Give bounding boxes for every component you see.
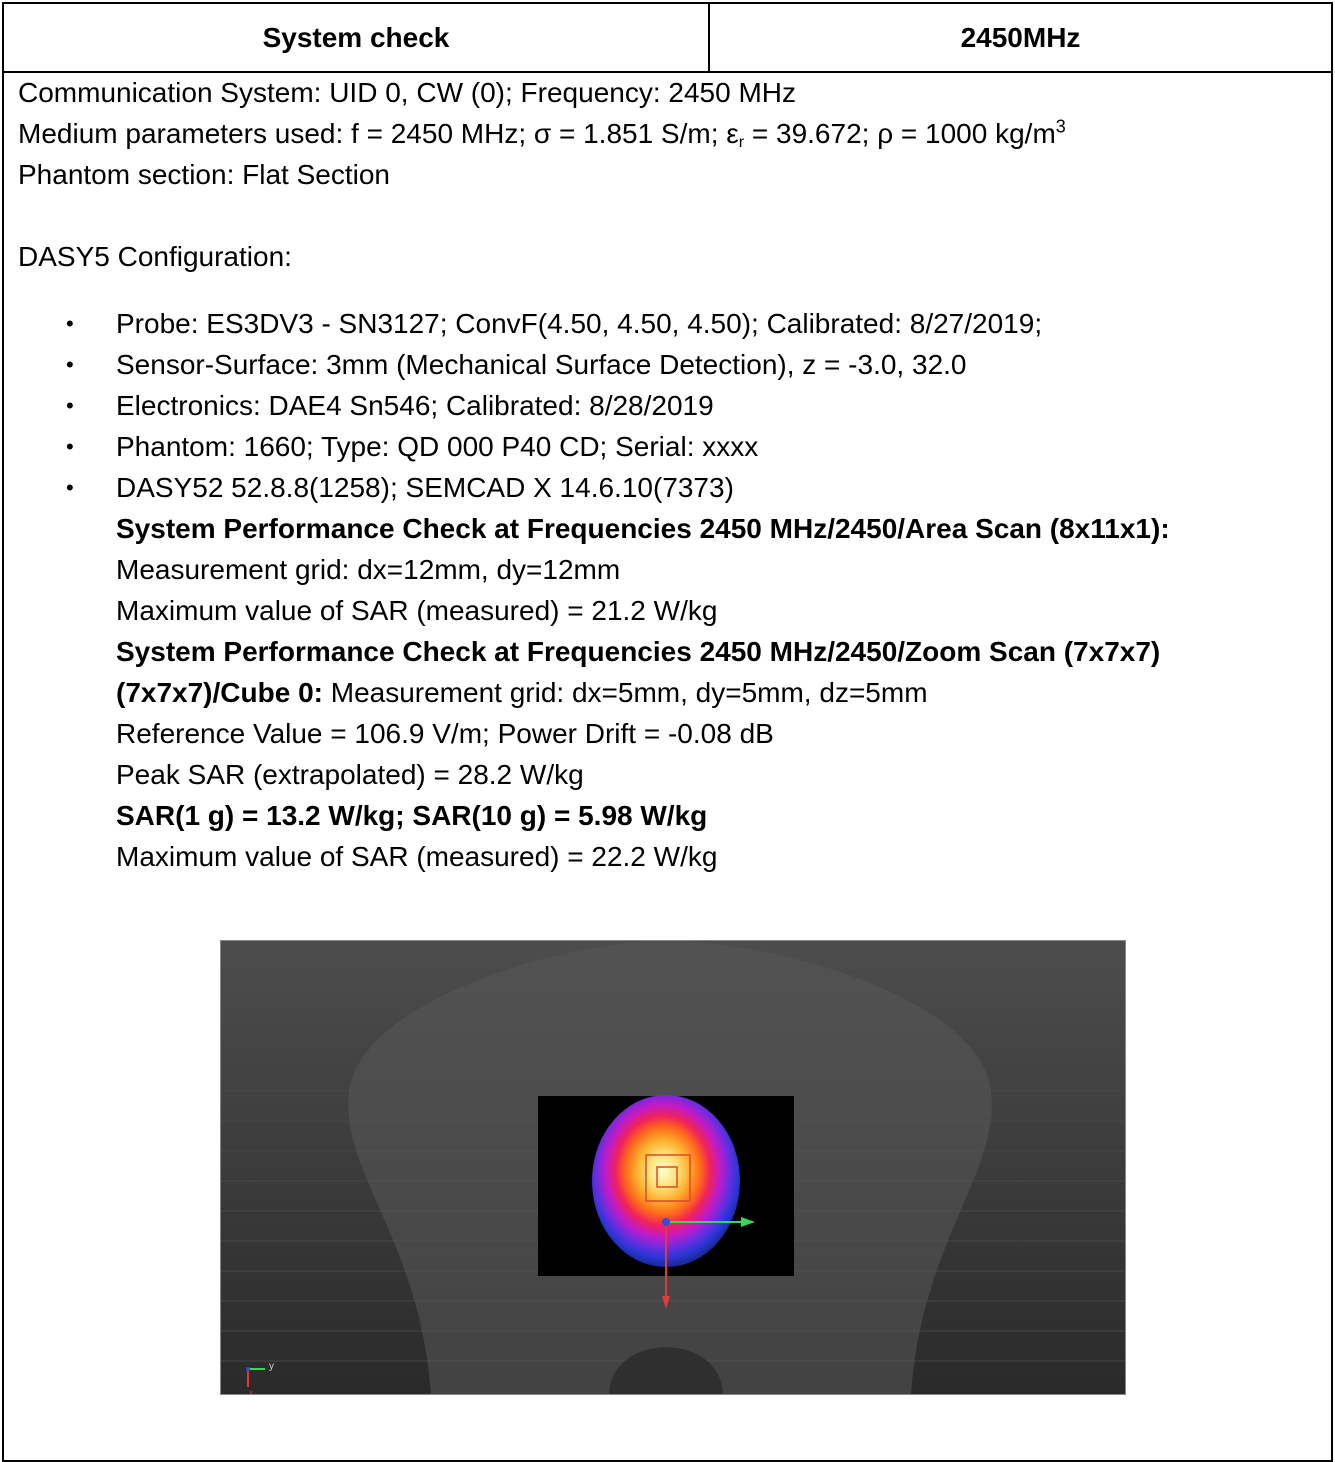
zoom-scan-grid-line: (7x7x7)/Cube 0: Measurement grid: dx=5mm… (18, 672, 1328, 713)
phantom-section: Phantom section: Flat Section (18, 159, 390, 190)
measurement-details: Communication System: UID 0, CW (0); Fre… (18, 72, 1328, 877)
zoom-scan-grid: Measurement grid: dx=5mm, dy=5mm, dz=5mm (322, 677, 928, 708)
area-scan-max: Maximum value of SAR (measured) = 21.2 W… (116, 595, 718, 626)
dasy-config-heading: DASY5 Configuration: (18, 241, 292, 272)
cubic-superscript: 3 (1055, 116, 1066, 137)
zoom-cube-outer (645, 1154, 691, 1202)
epsilon-subscript: r (738, 134, 745, 151)
zoom-scan-reference: Reference Value = 106.9 V/m; Power Drift… (116, 718, 774, 749)
config-probe: Probe: ES3DV3 - SN3127; ConvF(4.50, 4.50… (18, 303, 1328, 344)
config-list: Probe: ES3DV3 - SN3127; ConvF(4.50, 4.50… (18, 303, 1328, 508)
zoom-scan-sar: SAR(1 g) = 13.2 W/kg; SAR(10 g) = 5.98 W… (116, 800, 708, 831)
sar-distribution-plot: y x (220, 940, 1126, 1395)
medium-parameters: Medium parameters used: f = 2450 MHz; σ … (18, 113, 1328, 154)
config-electronics: Electronics: DAE4 Sn546; Calibrated: 8/2… (18, 385, 1328, 426)
medium-text-b: = 39.672; ρ = 1000 kg/m (744, 118, 1056, 149)
table-header: System check 2450MHz (4, 4, 1331, 73)
config-sensor-surface: Sensor-Surface: 3mm (Mechanical Surface … (18, 344, 1328, 385)
bottom-bump (609, 1347, 723, 1394)
corner-y-label: y (269, 1361, 274, 1372)
sar-plot-svg: y x (221, 941, 1125, 1395)
header-frequency: 2450MHz (960, 21, 1081, 53)
medium-text-a: Medium parameters used: f = 2450 MHz; σ … (18, 118, 739, 149)
corner-x-label: x (249, 1388, 253, 1395)
corner-axes-icon (246, 1367, 265, 1387)
config-software: DASY52 52.8.8(1258); SEMCAD X 14.6.10(73… (18, 467, 1328, 508)
zoom-scan-peak: Peak SAR (extrapolated) = 28.2 W/kg (116, 759, 584, 790)
communication-system: Communication System: UID 0, CW (0); Fre… (18, 77, 797, 108)
zoom-scan-cube: (7x7x7)/Cube 0: (116, 677, 323, 708)
header-title: System check (4, 4, 710, 71)
zoom-cube-inner (656, 1166, 678, 1188)
zoom-scan-max: Maximum value of SAR (measured) = 22.2 W… (116, 841, 718, 872)
config-phantom: Phantom: 1660; Type: QD 000 P40 CD; Seri… (18, 426, 1328, 467)
area-scan-grid: Measurement grid: dx=12mm, dy=12mm (116, 554, 621, 585)
axis-arrows (662, 1217, 755, 1309)
area-scan-title: System Performance Check at Frequencies … (116, 513, 1170, 544)
zoom-scan-title: System Performance Check at Frequencies … (116, 636, 1161, 667)
sar-hotspot (592, 1095, 740, 1267)
